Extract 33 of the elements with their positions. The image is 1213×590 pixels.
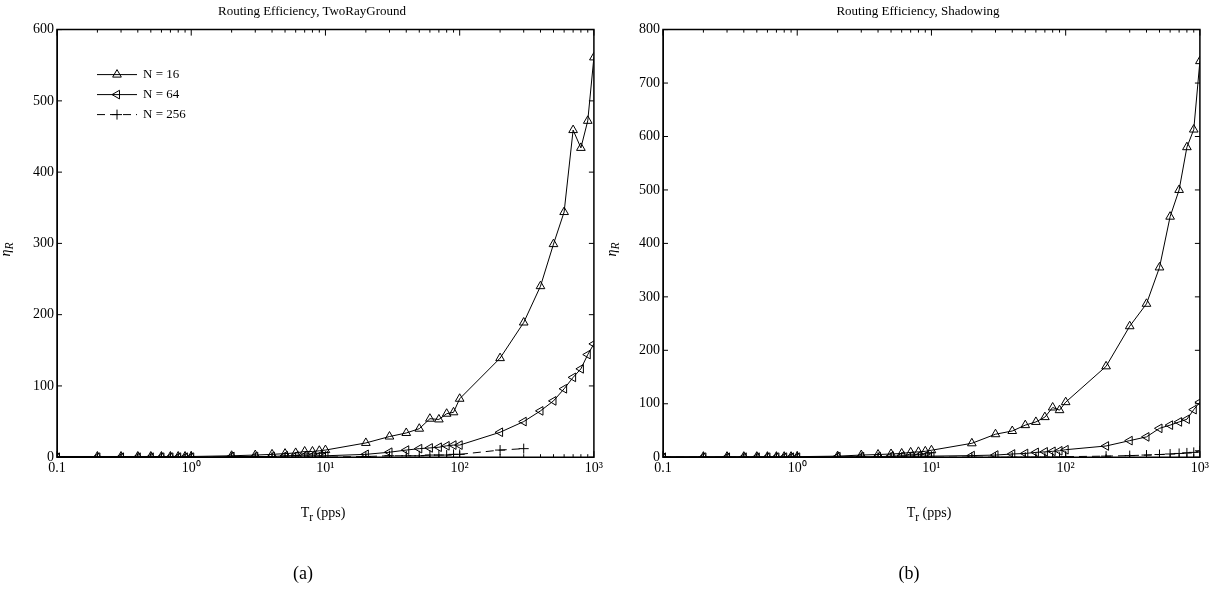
y-tick-label: 300 bbox=[639, 288, 660, 304]
x-axis-title: T$_{r}$ (pps) bbox=[905, 505, 953, 524]
x-tick-label: 10⁰ bbox=[181, 460, 201, 476]
x-tick-label: 0.1 bbox=[48, 460, 66, 476]
legend-label: N = 256 bbox=[143, 106, 187, 122]
x-tick-label: 10² bbox=[450, 460, 469, 476]
y-tick-label: 200 bbox=[639, 341, 660, 357]
x-tick-label: 10² bbox=[1056, 460, 1075, 476]
y-tick-label: 600 bbox=[639, 128, 660, 144]
x-tick-label: 10³ bbox=[584, 460, 603, 476]
text: (b) bbox=[897, 563, 921, 584]
x-tick-label: 10¹ bbox=[316, 460, 335, 476]
legend-label: N = 64 bbox=[143, 86, 180, 102]
y-tick-label: 200 bbox=[33, 306, 54, 322]
y-tick-label: 300 bbox=[33, 235, 54, 251]
chart-title: Routing Efficiency, Shadowing bbox=[836, 3, 1001, 19]
x-tick-label: 10¹ bbox=[922, 460, 941, 476]
x-tick-label: 10⁰ bbox=[787, 460, 807, 476]
x-tick-label: 10³ bbox=[1190, 460, 1209, 476]
y-tick-label: 700 bbox=[639, 74, 660, 90]
x-tick-label: 0.1 bbox=[654, 460, 672, 476]
y-tick-label: 400 bbox=[639, 235, 660, 251]
y-tick-label: 800 bbox=[639, 21, 660, 37]
y-tick-label: 500 bbox=[33, 92, 54, 108]
x-axis-title: T$_{r}$ (pps) bbox=[299, 505, 347, 524]
chart-title: Routing Efficiency, TwoRayGround bbox=[217, 3, 407, 19]
y-tick-label: 500 bbox=[639, 181, 660, 197]
y-tick-label: 400 bbox=[33, 163, 54, 179]
y-tick-label: 100 bbox=[639, 395, 660, 411]
y-tick-label: 600 bbox=[33, 21, 54, 37]
text: (a) bbox=[292, 563, 314, 584]
legend-label: N = 16 bbox=[143, 66, 180, 82]
y-tick-label: 100 bbox=[33, 377, 54, 393]
